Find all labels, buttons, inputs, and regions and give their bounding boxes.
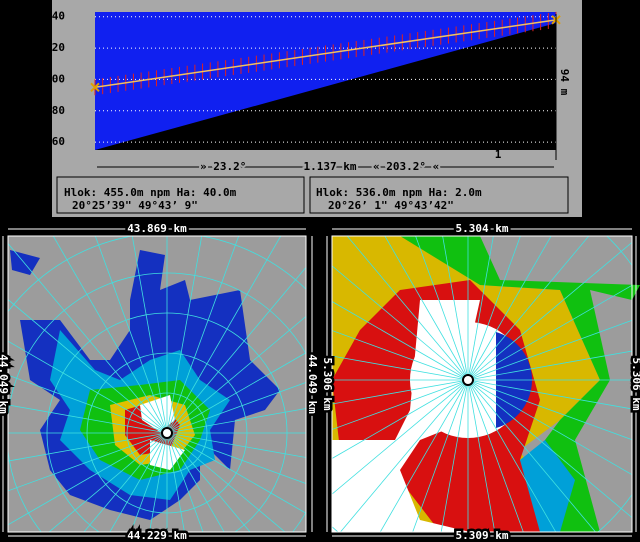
ray [332, 379, 469, 459]
ray [8, 340, 168, 434]
ray [339, 379, 469, 532]
ray [8, 432, 168, 492]
ray [332, 330, 469, 381]
info-text: 20°26’ 1" 49°43’42" [328, 199, 454, 212]
map-bottom-label: 44.229 km [127, 529, 187, 542]
ray [467, 236, 552, 381]
ray [166, 432, 306, 458]
y-tick-label: 460 [45, 135, 65, 148]
ray [149, 432, 168, 532]
ray [8, 374, 168, 434]
map-top-label: 43.869 km [127, 222, 187, 235]
ring [126, 392, 208, 474]
map-bottom-label: 5.309 km [456, 529, 509, 542]
ray [332, 301, 469, 381]
ray [412, 379, 469, 532]
ray [467, 319, 632, 381]
ray [332, 379, 469, 495]
station-marker [462, 374, 474, 386]
ray [467, 350, 632, 381]
ray [8, 432, 168, 462]
ray [166, 432, 306, 485]
ray [467, 236, 590, 381]
y-tick-label: 480 [45, 104, 65, 117]
info-box [56, 176, 305, 214]
ring [46, 312, 288, 532]
ray [166, 408, 306, 434]
profile: 460 480 500 520 540 [45, 10, 561, 150]
ray [332, 379, 469, 430]
ray [467, 379, 597, 532]
ray [467, 236, 494, 381]
ray [166, 315, 306, 434]
map-left-label: 5.306 km [321, 358, 334, 411]
ray [166, 432, 225, 532]
ray [440, 379, 469, 532]
ray [166, 432, 306, 514]
range-rings [332, 236, 632, 532]
map-frame [7, 235, 307, 533]
info-text: Hlok: 536.0m npm Ha: 2.0m [316, 186, 482, 199]
ray [415, 236, 469, 381]
map-frame [331, 235, 633, 533]
ray [346, 236, 469, 381]
ray [467, 379, 632, 410]
ray [467, 379, 632, 476]
scale-right: « 203.2° « [373, 160, 439, 173]
coverage [332, 236, 640, 532]
ray [384, 236, 469, 381]
y-tick-label: 500 [45, 72, 65, 85]
ray [166, 432, 251, 532]
antenna-marker [90, 82, 100, 92]
info-text: Hlok: 455.0m npm Ha: 40.0m [64, 186, 237, 199]
scale-distance: 1.137 km [304, 160, 357, 173]
ray [166, 352, 306, 434]
height-label: 94 m [558, 69, 571, 96]
info-text: 20°25’39" 49°43’ 9" [72, 199, 198, 212]
ray [332, 355, 469, 381]
ray [8, 404, 168, 434]
ray [332, 379, 469, 405]
ray [379, 379, 469, 532]
map-labels [2, 228, 637, 537]
ray [166, 381, 306, 434]
ray [109, 432, 168, 532]
map-left-label: 44.049 km [0, 354, 10, 414]
ray [166, 432, 185, 532]
ray [83, 432, 168, 532]
marker-label: 1 [495, 148, 502, 161]
info-box [309, 176, 569, 214]
y-tick-label: 540 [45, 10, 65, 23]
terrain [95, 22, 556, 150]
ring [86, 352, 248, 514]
ring [8, 272, 306, 532]
y-tick-label: 520 [45, 41, 65, 54]
map-top-label: 5.304 km [456, 222, 509, 235]
ray [442, 236, 469, 381]
map-right-label: 44.049 km [306, 354, 319, 414]
ray [467, 379, 496, 532]
ray [48, 432, 168, 532]
ray [332, 265, 469, 381]
ray [467, 284, 632, 381]
scale-left: » 23.2° [200, 160, 246, 173]
ray [467, 379, 632, 441]
map-right-label: 5.306 km [630, 358, 640, 411]
line-of-sight [94, 19, 557, 89]
ray [467, 236, 521, 381]
station-marker [161, 427, 173, 439]
ray [166, 432, 204, 532]
ray [130, 432, 168, 532]
ray [166, 432, 286, 532]
ray [8, 432, 168, 526]
ray [467, 379, 557, 532]
ray [467, 379, 524, 532]
